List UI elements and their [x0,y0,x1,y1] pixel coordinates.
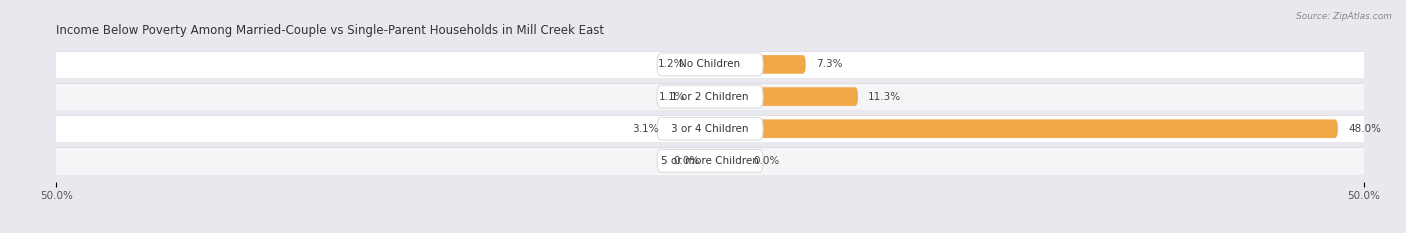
FancyBboxPatch shape [30,147,1391,175]
Legend: Married Couples, Single Parents: Married Couples, Single Parents [599,231,821,233]
Text: 11.3%: 11.3% [869,92,901,102]
Text: 3 or 4 Children: 3 or 4 Children [671,124,749,134]
Text: 1.1%: 1.1% [658,92,685,102]
Text: No Children: No Children [679,59,741,69]
FancyBboxPatch shape [696,87,710,106]
FancyBboxPatch shape [695,55,710,74]
FancyBboxPatch shape [657,117,763,140]
Text: 0.0%: 0.0% [673,156,700,166]
Text: 48.0%: 48.0% [1348,124,1381,134]
FancyBboxPatch shape [678,151,710,170]
Text: 7.3%: 7.3% [815,59,842,69]
Text: 0.0%: 0.0% [754,156,779,166]
Text: 1.2%: 1.2% [658,59,683,69]
FancyBboxPatch shape [30,115,1391,142]
FancyBboxPatch shape [710,87,858,106]
FancyBboxPatch shape [30,51,1391,78]
FancyBboxPatch shape [710,55,806,74]
FancyBboxPatch shape [710,119,1339,138]
FancyBboxPatch shape [657,53,763,76]
FancyBboxPatch shape [657,85,763,108]
FancyBboxPatch shape [30,83,1391,110]
FancyBboxPatch shape [669,119,710,138]
Text: 1 or 2 Children: 1 or 2 Children [671,92,749,102]
Text: Income Below Poverty Among Married-Couple vs Single-Parent Households in Mill Cr: Income Below Poverty Among Married-Coupl… [56,24,605,37]
FancyBboxPatch shape [657,149,763,172]
Text: 3.1%: 3.1% [633,124,659,134]
FancyBboxPatch shape [710,151,742,170]
Text: 5 or more Children: 5 or more Children [661,156,759,166]
Text: Source: ZipAtlas.com: Source: ZipAtlas.com [1296,12,1392,21]
